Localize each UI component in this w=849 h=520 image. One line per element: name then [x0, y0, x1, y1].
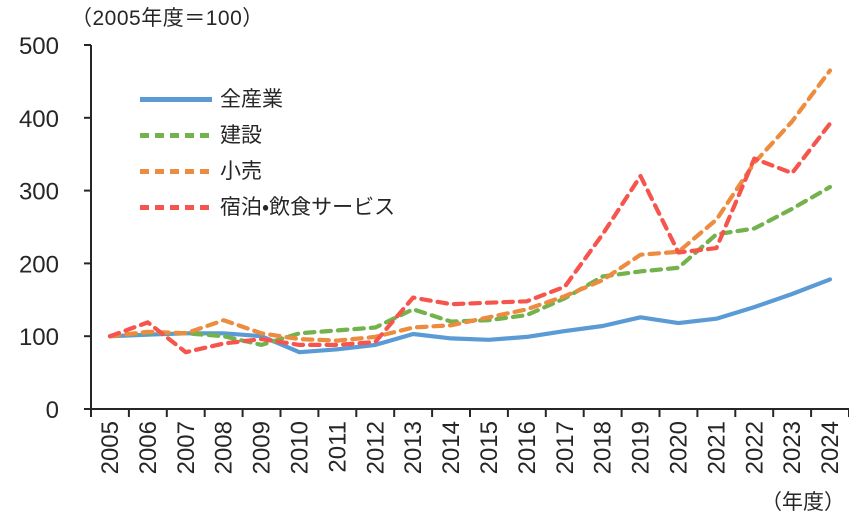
x-tick-label: 2021 — [703, 421, 730, 474]
x-tick-label: 2006 — [135, 421, 162, 474]
x-tick-label: 2020 — [665, 421, 692, 474]
legend-label-all-industries: 全産業 — [220, 88, 283, 111]
x-tick-label: 2012 — [362, 421, 389, 474]
x-tick-label: 2008 — [211, 421, 238, 474]
x-tick-label: 2018 — [590, 421, 617, 474]
y-tick-label: 500 — [19, 33, 59, 60]
x-axis-unit-label: （年度） — [761, 491, 845, 514]
x-tick-label: 2011 — [324, 421, 351, 473]
y-tick-label: 300 — [19, 179, 59, 206]
legend-item-accommodation-food-services: 宿泊・飲食サービス — [140, 196, 395, 219]
x-tick-label: 2007 — [173, 421, 200, 474]
axis-note: （2005年度＝100） — [71, 7, 264, 30]
x-tick-label: 2013 — [400, 421, 427, 474]
y-tick-label: 0 — [46, 397, 59, 424]
legend-item-construction: 建設 — [140, 124, 395, 147]
series-line-retail — [107, 68, 833, 343]
x-tick-label: 2014 — [438, 421, 465, 474]
x-tick-label: 2016 — [514, 421, 541, 474]
legend-item-retail: 小売 — [140, 160, 395, 183]
x-tick-label: 2009 — [249, 421, 276, 474]
legend-label-accommodation-food-services: 宿泊・飲食サービス — [220, 196, 396, 219]
legend-swatch-accommodation-food-services — [140, 205, 212, 210]
x-tick-label: 2022 — [741, 421, 768, 474]
legend-label-construction: 建設 — [220, 124, 262, 147]
x-tick-label: 2015 — [476, 421, 503, 474]
legend-swatch-construction — [140, 133, 212, 138]
legend-item-all-industries: 全産業 — [140, 88, 395, 111]
legend: 全産業建設小売宿泊・飲食サービス — [140, 88, 395, 219]
x-tick-label: 2023 — [779, 421, 806, 474]
legend-label-retail: 小売 — [220, 160, 262, 183]
y-tick-label: 200 — [19, 251, 59, 278]
x-tick-label: 2010 — [286, 421, 313, 474]
series-line-accommodation-food-services — [107, 121, 833, 355]
legend-swatch-all-industries — [140, 97, 212, 102]
x-tick-label: 2019 — [628, 421, 655, 474]
x-tick-label: 2024 — [817, 421, 844, 474]
series-line-all-industries — [107, 277, 833, 355]
legend-swatch-retail — [140, 169, 212, 174]
x-tick-label: 2017 — [552, 421, 579, 474]
y-tick-label: 400 — [19, 106, 59, 133]
x-tick-label: 2005 — [97, 421, 124, 474]
y-tick-label: 100 — [19, 324, 59, 351]
